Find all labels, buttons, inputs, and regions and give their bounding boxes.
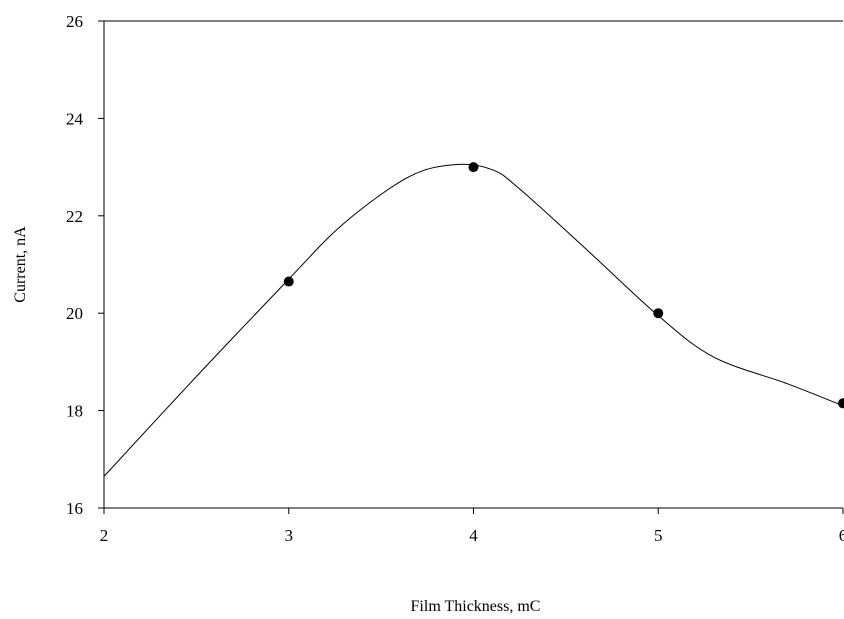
y-tick-label: 20 bbox=[66, 304, 83, 323]
x-tick-label: 3 bbox=[285, 526, 294, 545]
data-point bbox=[468, 162, 479, 173]
y-tick-label: 24 bbox=[66, 109, 84, 128]
x-tick-label: 2 bbox=[100, 526, 109, 545]
x-axis-title: Film Thickness, mC bbox=[411, 598, 541, 615]
y-tick-label: 16 bbox=[66, 499, 83, 518]
fitted-curve-layer bbox=[103, 163, 844, 477]
data-points-layer bbox=[283, 162, 844, 409]
y-tick-label: 18 bbox=[66, 402, 83, 421]
data-point bbox=[838, 398, 844, 409]
y-axis-title: Current, nA bbox=[12, 226, 29, 303]
x-axis-ticks: 2 3 4 5 6 bbox=[100, 508, 844, 545]
x-tick-label: 5 bbox=[654, 526, 663, 545]
y-tick-label: 26 bbox=[66, 12, 83, 31]
x-tick-label: 6 bbox=[839, 526, 844, 545]
x-tick-label: 4 bbox=[469, 526, 478, 545]
data-point bbox=[283, 276, 294, 287]
y-axis-ticks: 16 18 20 22 24 26 bbox=[66, 12, 104, 518]
y-tick-label: 22 bbox=[66, 207, 83, 226]
data-point bbox=[653, 308, 664, 319]
plot-frame bbox=[103, 20, 843, 509]
fitted-curve bbox=[103, 163, 844, 477]
